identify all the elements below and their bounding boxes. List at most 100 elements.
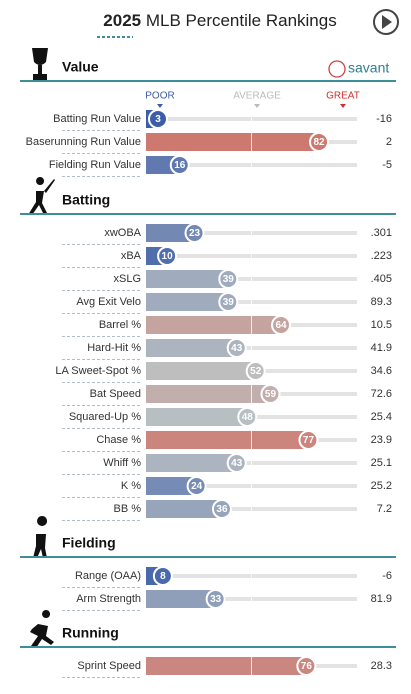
percentile-label: 43 [231, 458, 243, 469]
percentile-bar [146, 477, 197, 495]
percentile-dot [205, 589, 226, 609]
percentile-label: 10 [162, 251, 174, 262]
row-value: .405 [371, 273, 392, 285]
row-value: 7.2 [377, 503, 392, 515]
percentile-dot [226, 453, 247, 473]
percentile-label: 16 [174, 160, 186, 171]
row-label: Arm Strength [76, 593, 141, 605]
percentile-dot [218, 269, 239, 289]
percentile-bar [146, 454, 237, 472]
row-label: Chase % [96, 434, 141, 446]
row-label: Avg Exit Velo [76, 296, 141, 308]
legend-marker [157, 104, 163, 108]
percentile-bar [146, 224, 195, 242]
row-value: 10.5 [371, 319, 392, 331]
percentile-dot [157, 246, 178, 266]
percentile-label: 23 [189, 228, 201, 239]
percentile-label: 52 [250, 366, 262, 377]
percentile-dot [169, 155, 190, 175]
percentile-bar [146, 431, 309, 449]
section-icon [28, 177, 55, 215]
section-title: Batting [62, 192, 110, 208]
row-label: Batting Run Value [53, 113, 141, 125]
percentile-dot [211, 499, 232, 519]
percentile-dot [298, 430, 319, 450]
percentile-bar [146, 133, 320, 151]
row-value: 28.3 [371, 660, 392, 672]
legend-average: AVERAGE [233, 91, 281, 102]
row-label: Bat Speed [90, 388, 141, 400]
section-title: Running [62, 625, 119, 641]
percentile-dot [237, 407, 258, 427]
row-label: Hard-Hit % [87, 342, 141, 354]
percentile-dot [226, 338, 247, 358]
percentile-label: 8 [160, 571, 166, 582]
logo-icon [328, 60, 346, 78]
percentile-label: 33 [210, 594, 222, 605]
percentile-label: 82 [313, 137, 325, 148]
row-label: xwOBA [104, 227, 141, 239]
percentile-label: 39 [223, 297, 235, 308]
percentile-dot [296, 656, 317, 676]
row-label: xSLG [113, 273, 141, 285]
page-title: 2025 MLB Percentile Rankings [103, 11, 336, 30]
percentile-dot [184, 223, 205, 243]
legend-marker [254, 104, 260, 108]
percentile-bar [146, 408, 248, 426]
row-value: 25.4 [371, 411, 392, 423]
row-value: 25.1 [371, 457, 392, 469]
percentile-bar [146, 385, 271, 403]
row-label: BB % [113, 503, 141, 515]
percentile-bar [146, 293, 229, 311]
row-label: Barrel % [99, 319, 141, 331]
row-value: 89.3 [371, 296, 392, 308]
percentile-label: 3 [155, 114, 161, 125]
percentile-label: 59 [265, 389, 277, 400]
percentile-label: 76 [301, 661, 313, 672]
row-value: 25.2 [371, 480, 392, 492]
percentile-dot [148, 109, 168, 129]
percentile-bar [146, 657, 307, 675]
row-label: Fielding Run Value [49, 159, 141, 171]
row-value: 41.9 [371, 342, 392, 354]
title-text: MLB Percentile Rankings [146, 11, 337, 30]
percentile-bar [146, 500, 222, 518]
section-icon [33, 516, 48, 558]
percentile-dot [309, 132, 330, 152]
percentile-label: 39 [223, 274, 235, 285]
logo: savant [348, 60, 389, 76]
percentile-bar [146, 339, 237, 357]
row-value: 34.6 [371, 365, 392, 377]
row-value: 81.9 [371, 593, 392, 605]
percentile-bar [146, 270, 229, 288]
percentile-bar [146, 362, 256, 380]
percentile-label: 43 [231, 343, 243, 354]
row-value: 2 [386, 136, 392, 148]
percentile-label: 24 [191, 481, 203, 492]
batter [28, 177, 55, 215]
row-label: K % [121, 480, 141, 492]
row-label: Baserunning Run Value [26, 136, 141, 148]
percentile-bar [146, 590, 216, 608]
row-label: Sprint Speed [77, 660, 141, 672]
percentile-label: 36 [216, 504, 228, 515]
section-icon [32, 48, 48, 80]
percentile-dot [218, 292, 239, 312]
row-value: 23.9 [371, 434, 392, 446]
percentile-bar [146, 316, 282, 334]
trophy [32, 48, 48, 80]
section-title: Fielding [62, 535, 116, 551]
row-value: .301 [371, 227, 392, 239]
legend-marker [340, 104, 346, 108]
section-title: Value [62, 59, 99, 75]
row-value: -16 [376, 113, 392, 125]
percentile-dot [271, 315, 292, 335]
title-year: 2025 [103, 11, 141, 30]
runner [30, 610, 54, 648]
row-value: -6 [382, 570, 392, 582]
row-value: 72.6 [371, 388, 392, 400]
percentile-dot [245, 361, 266, 381]
play-button[interactable] [373, 9, 399, 35]
row-value: .223 [371, 250, 392, 262]
